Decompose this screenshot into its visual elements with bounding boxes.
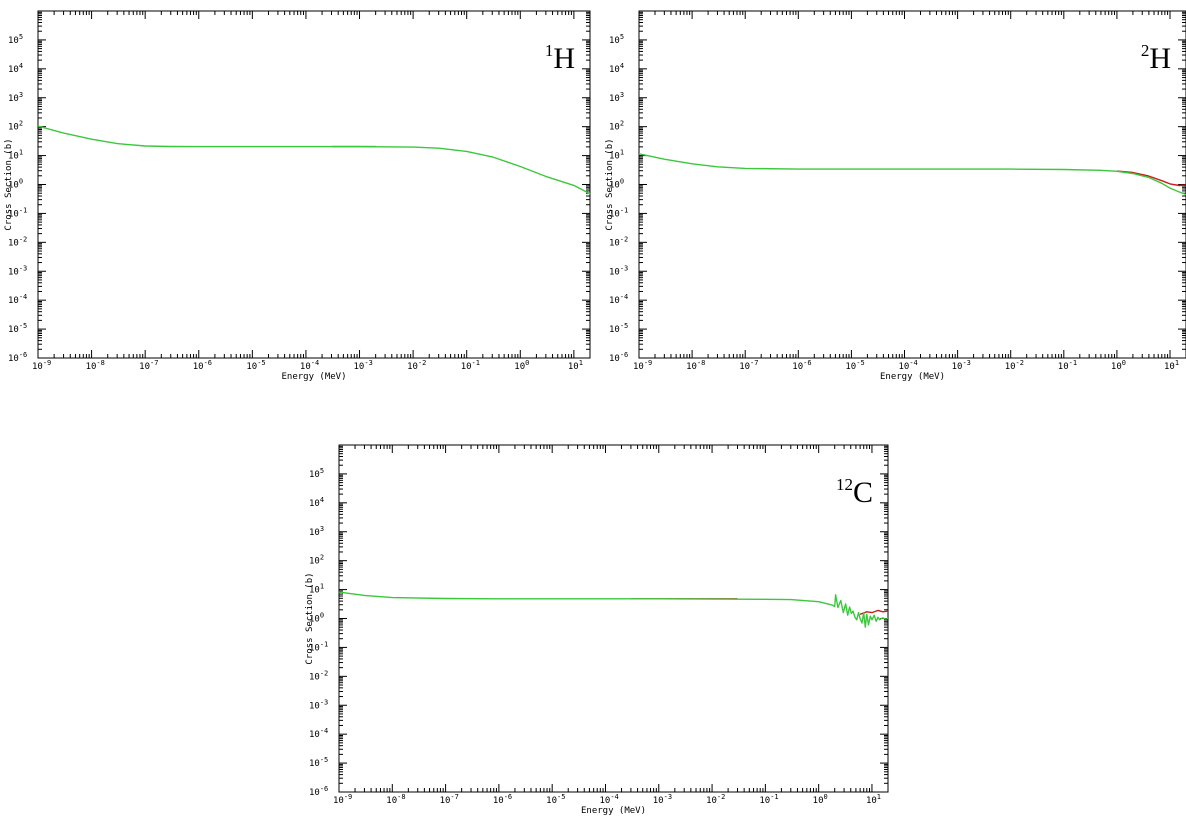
x-tick-label: 10-1 — [461, 359, 480, 372]
chart-panel-2: 10-9 10-8 10-7 10-6 10-5 10-4 10-3 10-2 10-1 100 1… — [605, 10, 1186, 382]
x-tick-label: 10-7 — [739, 359, 758, 372]
y-tick-label: 100 — [309, 612, 324, 625]
x-axis-label: Energy (MeV) — [281, 372, 346, 382]
series-line-2 — [37, 125, 591, 195]
x-tick-label: 10-4 — [300, 359, 319, 372]
y-tick-label: 10-5 — [309, 756, 328, 769]
x-tick-label: 10-1 — [759, 793, 778, 806]
y-tick-label: 10-3 — [309, 698, 328, 711]
x-tick-label: 10-3 — [653, 793, 672, 806]
x-axis-label: Energy (MeV) — [581, 806, 646, 816]
x-tick-label: 100 — [514, 359, 529, 372]
x-tick-label: 10-2 — [1005, 359, 1024, 372]
y-tick-label: 10-2 — [609, 235, 628, 248]
y-tick-label: 104 — [309, 496, 324, 509]
y-tick-label: 10-5 — [8, 322, 27, 335]
x-tick-label: 10-3 — [354, 359, 373, 372]
y-tick-label: 102 — [8, 120, 23, 133]
y-tick-label: 103 — [8, 91, 23, 104]
y-tick-label: 10-1 — [309, 640, 328, 653]
y-tick-label: 10-3 — [8, 264, 27, 277]
x-tick-label: 10-7 — [440, 793, 459, 806]
y-tick-label: 102 — [309, 554, 324, 567]
y-tick-label: 103 — [309, 525, 324, 538]
y-tick-label: 105 — [609, 33, 624, 46]
nuclide-label: 1H — [545, 41, 575, 75]
x-tick-label: 10-8 — [686, 359, 705, 372]
plot-frame — [638, 10, 1186, 359]
x-tick-label: 10-6 — [493, 793, 512, 806]
y-tick-label: 10-4 — [8, 293, 27, 306]
x-tick-label: 100 — [813, 793, 828, 806]
x-tick-label: 10-9 — [32, 359, 51, 372]
plot-frame — [37, 10, 591, 359]
y-tick-label: 100 — [609, 178, 624, 191]
y-axis-label: Cross Section (b) — [4, 138, 14, 230]
x-tick-label: 10-9 — [333, 793, 352, 806]
x-tick-label: 10-1 — [1058, 359, 1077, 372]
series-line-2 — [638, 153, 1186, 196]
y-tick-label: 105 — [309, 467, 324, 480]
x-tick-label: 10-6 — [792, 359, 811, 372]
x-tick-label: 10-2 — [706, 793, 725, 806]
y-tick-label: 10-1 — [8, 206, 27, 219]
x-tick-label: 10-9 — [633, 359, 652, 372]
y-tick-label: 10-6 — [609, 351, 628, 364]
nuclide-label: 2H — [1141, 41, 1171, 75]
x-tick-label: 10-3 — [952, 359, 971, 372]
x-tick-label: 100 — [1111, 359, 1126, 372]
y-tick-label: 101 — [8, 149, 23, 162]
y-tick-label: 10-4 — [609, 293, 628, 306]
y-tick-label: 102 — [609, 120, 624, 133]
chart-panel-1: 10-9 10-8 10-7 10-6 10-5 10-4 10-3 10-2 10-1 100 1… — [4, 10, 591, 382]
x-tick-label: 101 — [1164, 359, 1179, 372]
y-tick-label: 10-2 — [309, 669, 328, 682]
y-tick-label: 10-1 — [609, 206, 628, 219]
x-tick-label: 10-7 — [139, 359, 158, 372]
x-tick-label: 10-6 — [193, 359, 212, 372]
y-tick-label: 101 — [609, 149, 624, 162]
y-axis-label: Cross Section (b) — [305, 572, 315, 664]
x-tick-label: 10-5 — [546, 793, 565, 806]
y-tick-label: 103 — [609, 91, 624, 104]
chart-panel-3: 10-9 10-8 10-7 10-6 10-5 10-4 10-3 10-2 10-1 100 1… — [305, 444, 889, 816]
x-tick-label: 101 — [568, 359, 583, 372]
series-line-3 — [338, 591, 889, 628]
y-tick-label: 10-6 — [8, 351, 27, 364]
y-tick-label: 10-2 — [8, 235, 27, 248]
series-line-2 — [859, 609, 889, 615]
y-tick-label: 10-4 — [309, 727, 328, 740]
y-tick-label: 10-5 — [609, 322, 628, 335]
x-tick-label: 10-4 — [899, 359, 918, 372]
y-axis-label: Cross Section (b) — [605, 138, 615, 230]
x-tick-label: 10-8 — [386, 793, 405, 806]
y-tick-label: 10-6 — [309, 785, 328, 798]
x-tick-label: 101 — [866, 793, 881, 806]
y-tick-label: 100 — [8, 178, 23, 191]
x-axis-label: Energy (MeV) — [880, 372, 945, 382]
y-tick-label: 105 — [8, 33, 23, 46]
x-tick-label: 10-8 — [86, 359, 105, 372]
x-tick-label: 10-5 — [845, 359, 864, 372]
x-tick-label: 10-4 — [599, 793, 618, 806]
plot-frame — [338, 444, 889, 793]
series-line-1 — [1116, 170, 1186, 187]
nuclide-label: 12C — [836, 475, 873, 509]
x-tick-label: 10-2 — [407, 359, 426, 372]
x-tick-label: 10-5 — [246, 359, 265, 372]
y-tick-label: 104 — [8, 62, 23, 75]
y-tick-label: 101 — [309, 583, 324, 596]
y-tick-label: 104 — [609, 62, 624, 75]
y-tick-label: 10-3 — [609, 264, 628, 277]
